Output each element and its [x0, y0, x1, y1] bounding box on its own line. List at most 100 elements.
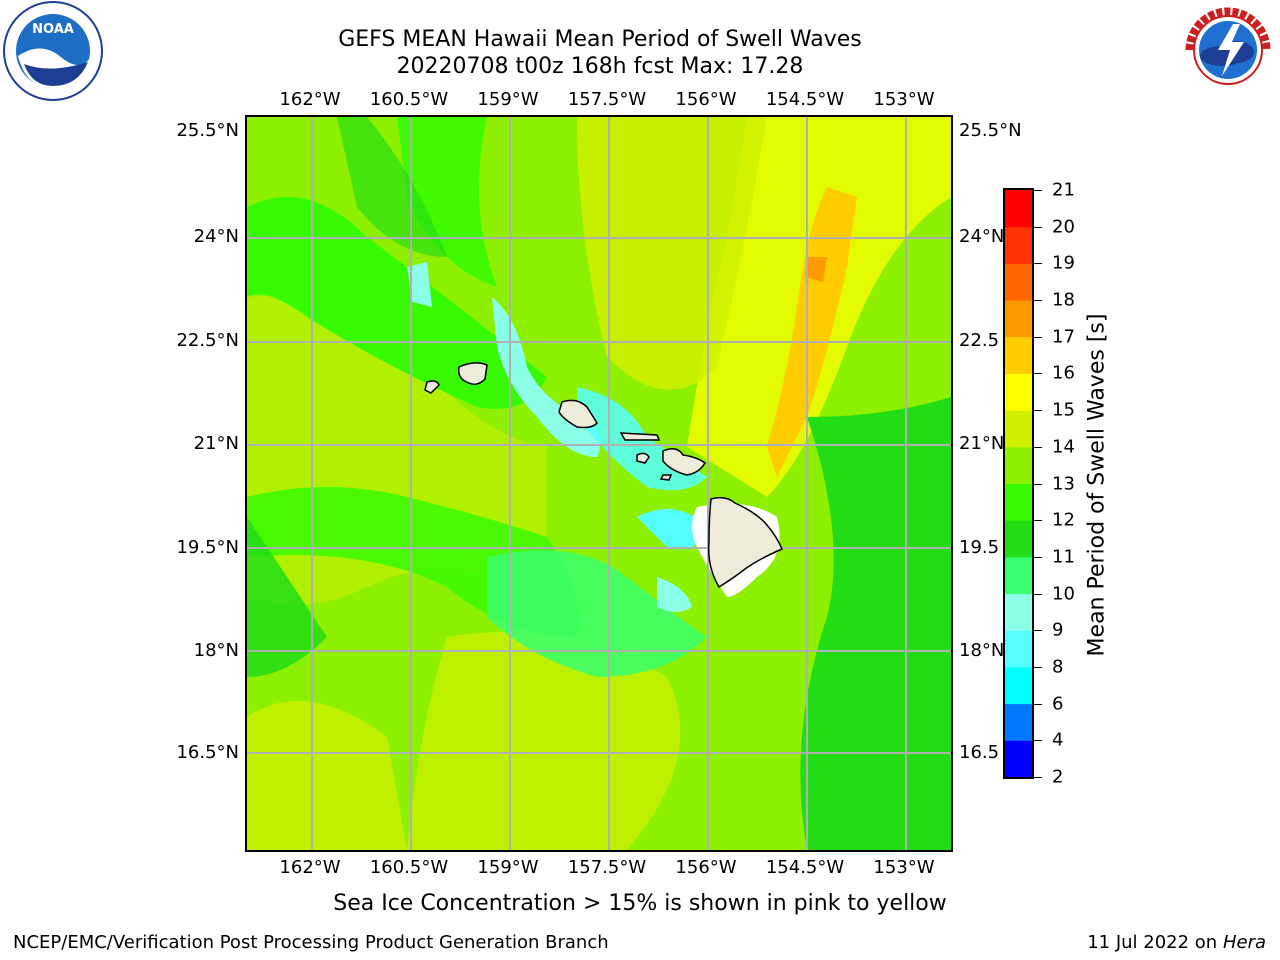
lanai-island [636, 452, 650, 464]
colorbar-tick [1034, 740, 1042, 742]
colorbar-tick [1034, 777, 1042, 778]
colorbar-tick [1034, 190, 1042, 191]
lon-label-top: 156°W [675, 89, 737, 110]
colorbar-swatch [1005, 666, 1032, 705]
colorbar-tick-label: 11 [1052, 546, 1075, 568]
lon-label-top: 157.5°W [567, 89, 647, 110]
colorbar-tick [1034, 336, 1042, 338]
colorbar-swatch [1005, 410, 1032, 448]
lat-label-right: 21°N [959, 433, 1005, 454]
colorbar-swatch [1005, 703, 1032, 741]
lat-label-right: 16.5 [959, 742, 1000, 763]
colorbar-tick [1034, 556, 1042, 558]
lat-label-left: 16.5°N [176, 742, 239, 763]
sea-ice-note: Sea Ice Concentration > 15% is shown in … [333, 891, 947, 916]
colorbar-swatch [1005, 483, 1032, 521]
lat-label-right: 18°N [959, 640, 1005, 661]
colorbar-tick [1034, 446, 1042, 448]
colorbar-tick-label: 19 [1052, 252, 1075, 274]
colorbar-tick-label: 16 [1052, 362, 1075, 384]
colorbar-swatch [1005, 520, 1032, 558]
colorbar-title: Mean Period of Swell Waves [s] [1084, 313, 1110, 657]
colorbar-tick [1034, 373, 1042, 375]
kahoolawe-island [659, 474, 673, 481]
colorbar-swatch [1005, 190, 1032, 228]
colorbar [1003, 188, 1034, 779]
colorbar-tick-label: 15 [1052, 399, 1075, 421]
colorbar-tick-label: 18 [1052, 289, 1075, 311]
colorbar-tick [1034, 410, 1042, 412]
colorbar-tick [1034, 483, 1042, 485]
colorbar-tick [1034, 666, 1042, 668]
swell-period-field [247, 117, 951, 850]
colorbar-swatch [1005, 740, 1032, 778]
colorbar-tick [1034, 520, 1042, 522]
colorbar-tick-label: 17 [1052, 326, 1075, 348]
lon-label-bottom: 154.5°W [765, 857, 845, 878]
lat-label-right: 25.5°N [959, 120, 1022, 141]
lon-label-bottom: 156°W [675, 857, 737, 878]
lat-label-left: 18°N [193, 640, 239, 661]
lon-label-top: 162°W [279, 89, 341, 110]
colorbar-tick-label: 6 [1052, 693, 1064, 715]
colorbar-tick [1034, 703, 1042, 705]
colorbar-tick [1034, 593, 1042, 595]
colorbar-swatch [1005, 556, 1032, 595]
lat-label-left: 19.5°N [176, 537, 239, 558]
colorbar-tick-label: 2 [1052, 766, 1064, 788]
colorbar-tick-label: 14 [1052, 436, 1075, 458]
maui-island [662, 448, 706, 476]
graticule [247, 117, 951, 850]
colorbar-tick [1034, 300, 1042, 302]
molokai-island [619, 432, 661, 441]
map-panel [245, 115, 953, 852]
colorbar-tick-label: 8 [1052, 656, 1064, 678]
colorbar-swatch [1005, 336, 1032, 374]
date-text: 11 Jul 2022 on [1087, 932, 1223, 953]
colorbar-tick [1034, 263, 1042, 265]
noaa-logo-text: NOAA [32, 22, 74, 37]
lon-label-bottom: 160.5°W [369, 857, 449, 878]
lon-label-bottom: 159°W [477, 857, 539, 878]
lon-label-bottom: 157.5°W [567, 857, 647, 878]
colorbar-swatch [1005, 630, 1032, 668]
generation-date: 11 Jul 2022 on Hera [1087, 932, 1266, 953]
lon-label-bottom: 153°W [873, 857, 935, 878]
colorbar-tick-label: 9 [1052, 619, 1064, 641]
colorbar-tick-label: 4 [1052, 729, 1064, 751]
lon-label-top: 153°W [873, 89, 935, 110]
lon-label-bottom: 162°W [279, 857, 341, 878]
lat-label-right: 19.5 [959, 537, 1000, 558]
niihau-island [424, 380, 440, 394]
colorbar-tick-label: 12 [1052, 509, 1075, 531]
colorbar-tick-label: 10 [1052, 583, 1075, 605]
hawaii-islands [424, 362, 783, 589]
big-island [707, 496, 783, 589]
lat-label-right: 24°N [959, 226, 1005, 247]
colorbar-tick-label: 20 [1052, 216, 1075, 238]
oahu-island [558, 399, 598, 429]
lat-label-right: 22.5 [959, 330, 1000, 351]
colorbar-swatches [1005, 190, 1032, 778]
colorbar-swatch [1005, 300, 1032, 338]
machine-name: Hera [1222, 932, 1266, 953]
lat-label-left: 22.5°N [176, 330, 239, 351]
colorbar-swatch [1005, 593, 1032, 631]
branch-credit: NCEP/EMC/Verification Post Processing Pr… [13, 932, 609, 953]
kauai-island [457, 362, 488, 386]
lat-label-left: 21°N [193, 433, 239, 454]
chart-subtitle: 20220708 t00z 168h fcst Max: 17.28 [396, 54, 804, 79]
colorbar-swatch [1005, 446, 1032, 484]
colorbar-tick [1034, 226, 1042, 228]
noaa-logo: NOAA [2, 0, 104, 102]
lat-label-left: 25.5°N [176, 120, 239, 141]
lon-label-top: 160.5°W [369, 89, 449, 110]
lat-label-left: 24°N [193, 226, 239, 247]
colorbar-swatch [1005, 263, 1032, 301]
lon-label-top: 154.5°W [765, 89, 845, 110]
lon-label-top: 159°W [477, 89, 539, 110]
colorbar-tick-label: 21 [1052, 179, 1075, 201]
colorbar-swatch [1005, 226, 1032, 264]
colorbar-swatch [1005, 373, 1032, 411]
chart-title: GEFS MEAN Hawaii Mean Period of Swell Wa… [338, 27, 862, 52]
